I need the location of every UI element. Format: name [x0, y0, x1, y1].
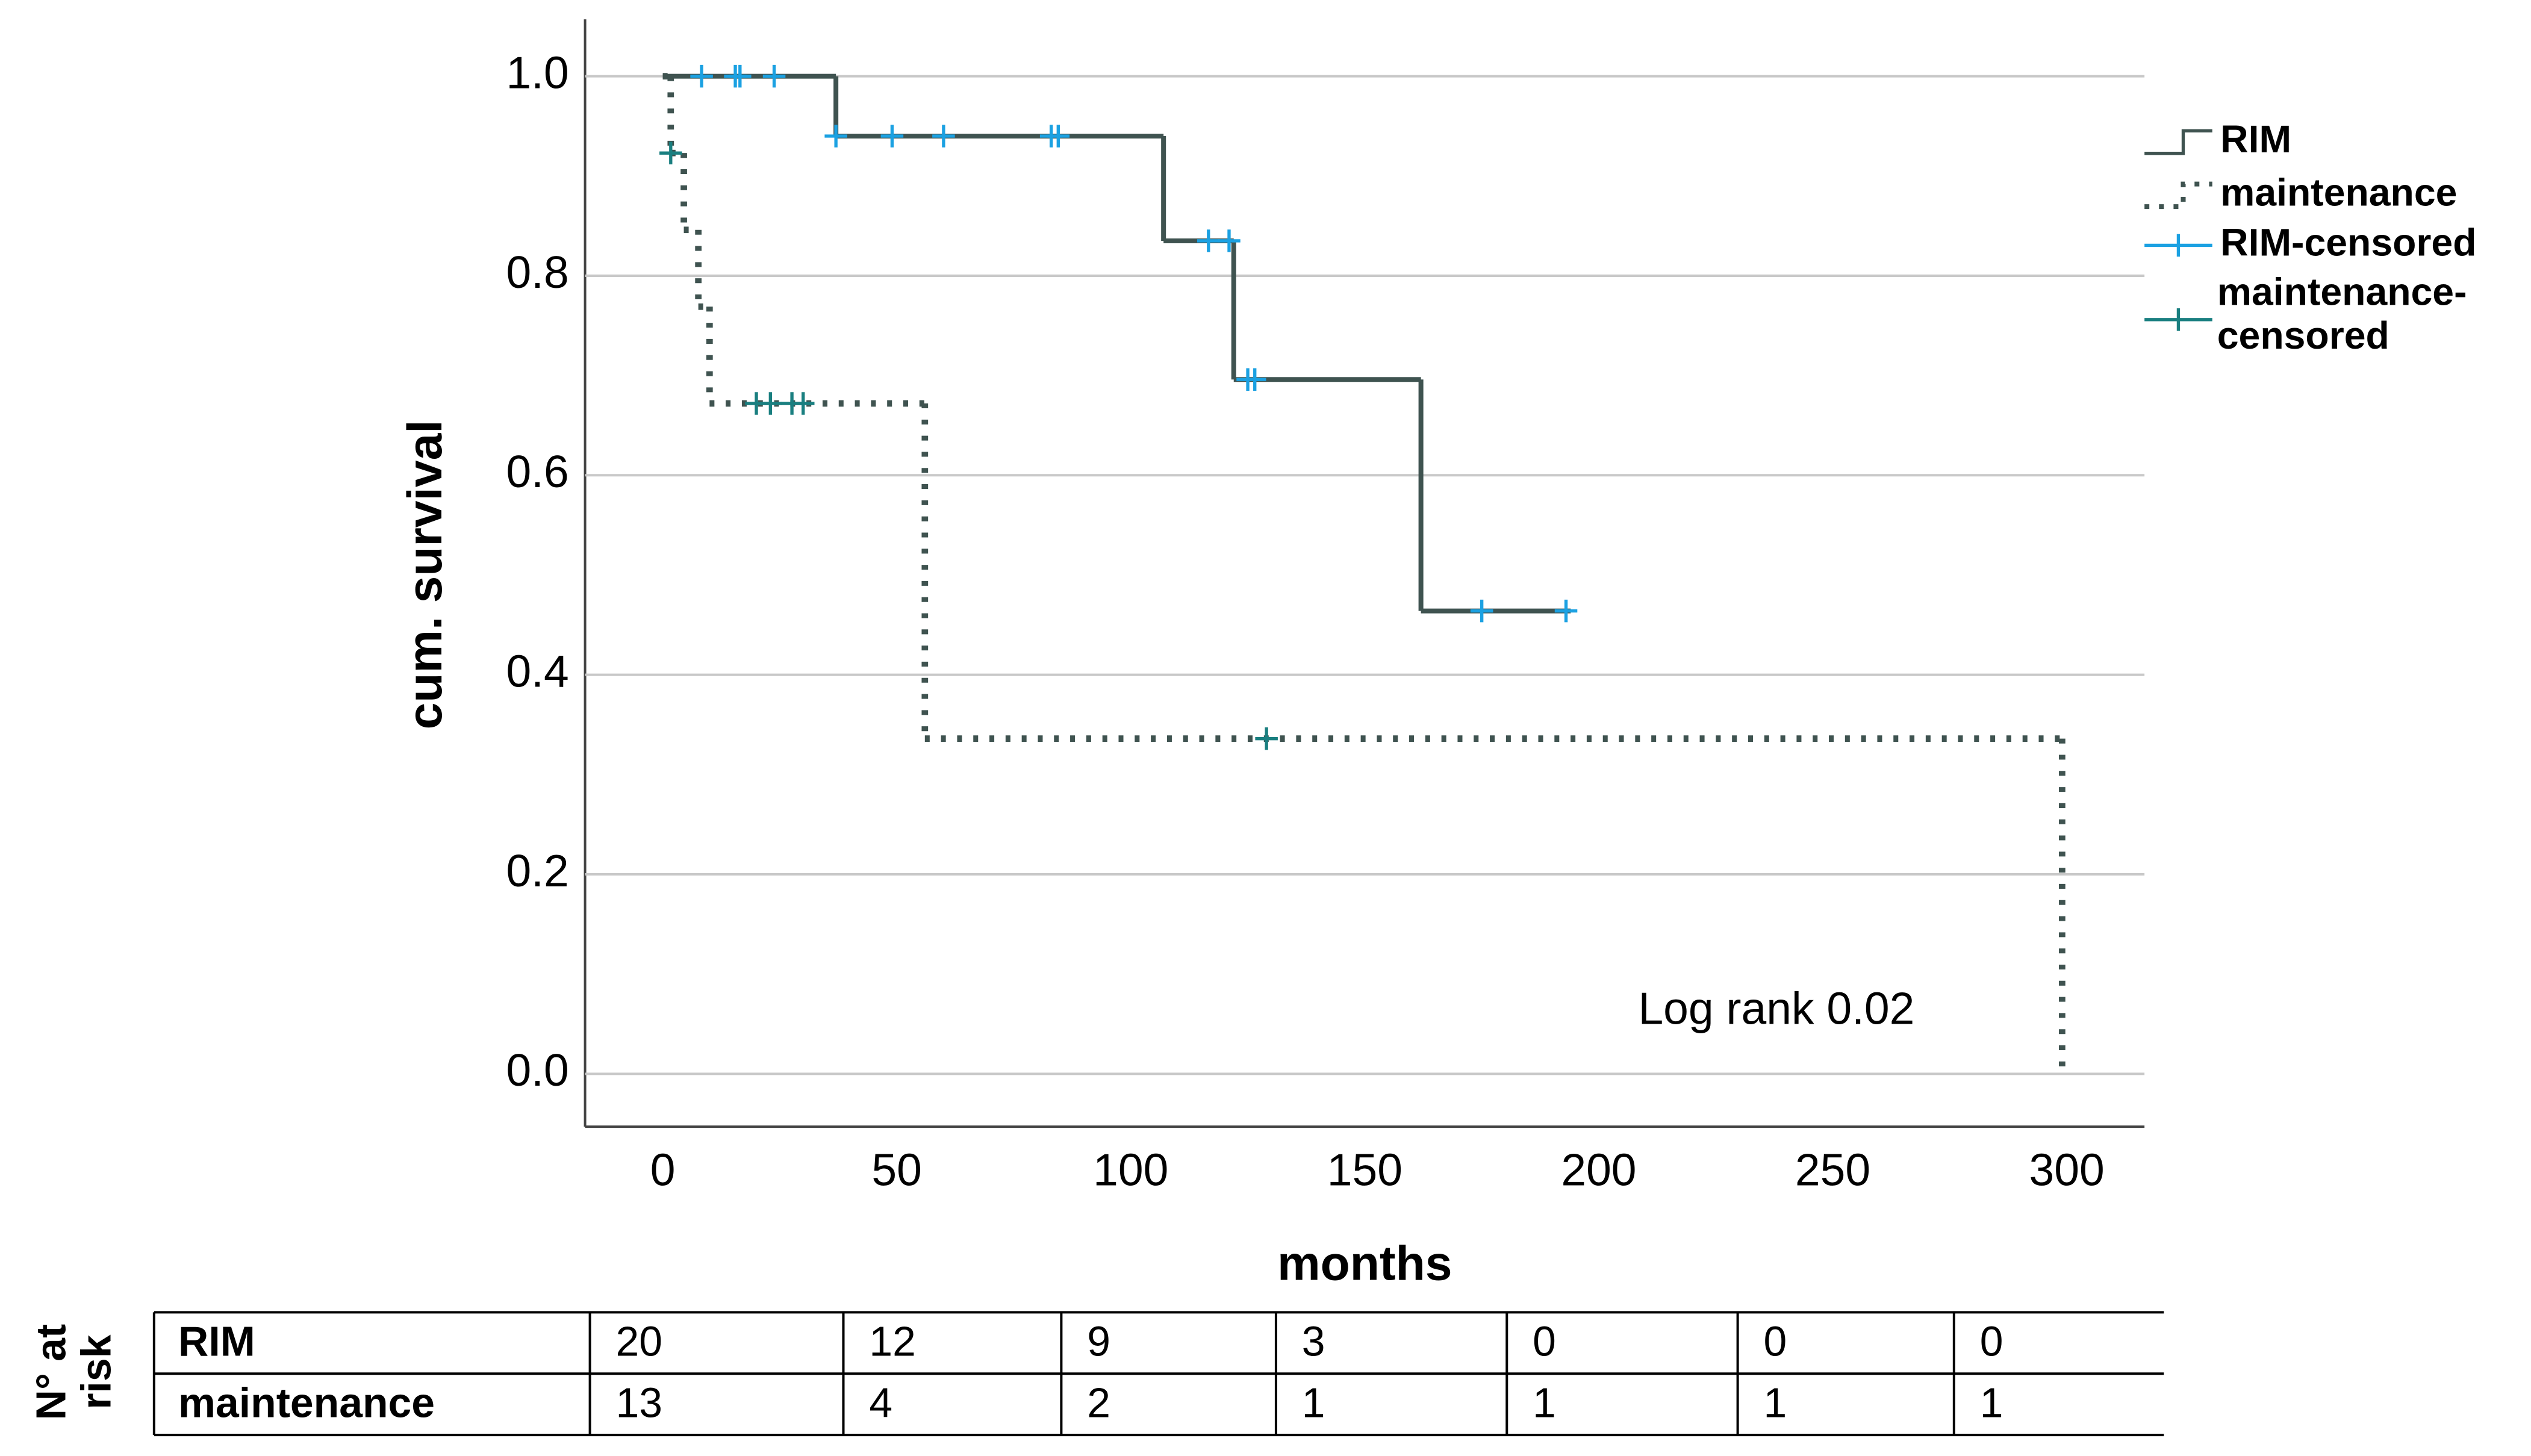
legend-label: maintenance: [2220, 170, 2457, 214]
risk-value: 12: [869, 1318, 916, 1364]
legend-label-box: maintenance-censored: [2217, 271, 2467, 359]
censor-marker: [1243, 368, 1266, 391]
risk-value: 0: [1980, 1318, 2003, 1364]
y-tick-label: 0.0: [506, 1045, 568, 1095]
censor-marker: [932, 125, 955, 148]
risk-value: 0: [1763, 1318, 1787, 1364]
y-tick-label: 0.2: [506, 845, 568, 896]
x-tick-label: 300: [2029, 1145, 2105, 1195]
y-tick-label: 1.0: [506, 47, 568, 98]
censor-marker: [1554, 599, 1578, 623]
legend-symbol: [2144, 181, 2212, 210]
risk-value: 3: [1302, 1318, 1325, 1364]
censor-marker: [1197, 229, 1220, 252]
risk-value: 0: [1533, 1318, 1556, 1364]
censor-marker: [791, 392, 815, 415]
x-tick-label: 50: [871, 1145, 921, 1195]
risk-row-name: RIM: [178, 1318, 255, 1364]
legend-label: maintenance-censored: [2217, 271, 2467, 359]
censor-marker: [1470, 599, 1493, 623]
risk-value: 1: [1302, 1379, 1325, 1426]
censor-marker: [1047, 125, 1070, 148]
y-axis-title: cum. survival: [398, 420, 452, 729]
censor-marker: [690, 64, 713, 88]
x-tick-label: 200: [1561, 1145, 1636, 1195]
legend-symbol: [2144, 308, 2212, 331]
risk-value: 1: [1533, 1379, 1556, 1426]
risk-table-frame: [152, 1311, 2164, 1437]
risk-value: 20: [616, 1318, 663, 1364]
risk-row-name: maintenance: [178, 1379, 435, 1426]
risk-value: 1: [1763, 1379, 1787, 1426]
censor-marker: [659, 142, 682, 164]
risk-value: 9: [1087, 1318, 1110, 1364]
censor-marker: [759, 392, 782, 415]
y-tick-label: 0.6: [506, 446, 568, 497]
x-tick-label: 0: [650, 1145, 676, 1195]
x-tick-label: 150: [1327, 1145, 1402, 1195]
censor-marker: [729, 64, 752, 88]
legend-symbol: [2144, 129, 2212, 155]
annotation: Log rank 0.02: [1638, 983, 1914, 1034]
x-tick-label: 250: [1795, 1145, 1870, 1195]
x-axis-title: months: [1277, 1237, 1452, 1291]
x-tick-label: 100: [1093, 1145, 1168, 1195]
y-tick-label: 0.8: [506, 247, 568, 297]
risk-table-title-box: N° at risk: [26, 1324, 120, 1420]
legend-label: RIM: [2220, 117, 2291, 161]
risk-value: 13: [616, 1379, 663, 1426]
risk-value: 2: [1087, 1379, 1110, 1426]
risk-table-title: N° at risk: [26, 1324, 120, 1420]
censor-marker: [824, 125, 847, 148]
risk-value: 1: [1980, 1379, 2003, 1426]
censor-marker: [1218, 229, 1241, 252]
censor-marker: [1255, 727, 1278, 750]
censor-marker: [762, 64, 786, 88]
legend-symbol: [2144, 234, 2212, 257]
legend-label: RIM-censored: [2220, 220, 2476, 264]
censor-marker: [880, 125, 904, 148]
risk-value: 4: [869, 1379, 892, 1426]
y-tick-label: 0.4: [506, 646, 568, 696]
